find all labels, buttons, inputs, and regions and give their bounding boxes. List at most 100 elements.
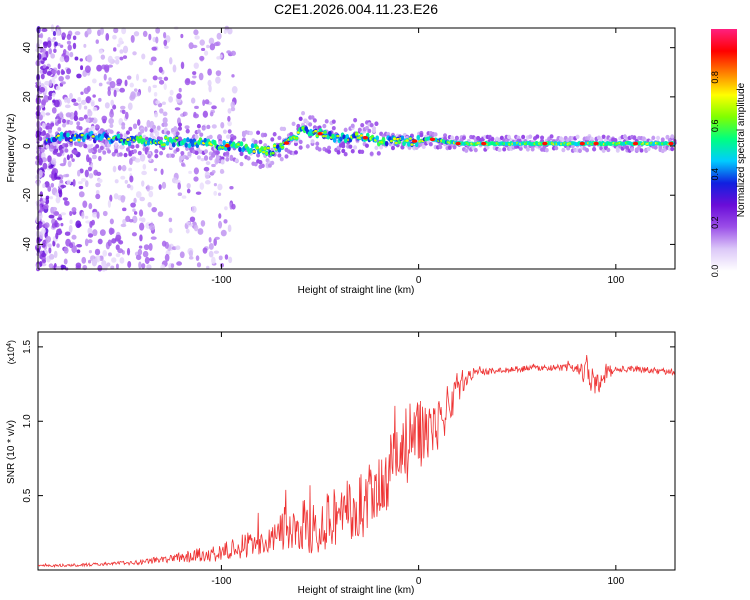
spectrogram-speck: [202, 99, 206, 107]
spectrogram-halo: [170, 153, 175, 158]
spectrogram-speck: [174, 107, 181, 111]
spectrogram-speck: [152, 84, 157, 89]
colorbar: 0.0 0.2 0.4 0.6 0.8 Normalized spectral ampl…: [710, 29, 747, 277]
spectrogram-speck: [231, 74, 235, 78]
spectrogram-halo: [106, 149, 111, 154]
spectrogram-speck: [202, 247, 208, 254]
spectrogram-speck: [97, 238, 103, 245]
spectrogram-halo: [260, 163, 265, 169]
spectrogram-ridge-cell: [63, 132, 67, 138]
spectrogram-ridge-core: [410, 143, 414, 146]
spectrogram-speck: [87, 227, 93, 235]
spectrogram-peak: [542, 141, 548, 146]
spectrogram-peak: [668, 141, 674, 146]
spectrogram-speck: [143, 244, 150, 251]
spectrogram-peak: [362, 135, 368, 140]
spectrogram-speck: [51, 69, 58, 75]
spectrogram-halo: [253, 161, 258, 167]
spectrogram-speck: [54, 211, 60, 216]
spectrogram-speck: [148, 33, 152, 41]
spectrogram-ridge-core: [162, 143, 166, 146]
spectrogram-speck: [119, 49, 124, 54]
spectrogram-speck: [64, 199, 68, 206]
spectrogram-speck: [102, 250, 108, 257]
spectrogram-speck: [197, 228, 204, 235]
spectrogram-ridge-cell: [66, 132, 70, 138]
spectrogram-speck: [163, 45, 169, 49]
spectrogram-speck: [78, 185, 84, 190]
spectrogram-speck: [55, 196, 61, 204]
spectrogram-halo: [85, 118, 90, 123]
spectrogram-speck: [119, 105, 126, 110]
spectrogram-speck: [160, 264, 166, 270]
spectrogram-speck: [71, 98, 77, 103]
snr-frame: [37, 331, 676, 571]
spectrogram-speck: [110, 265, 115, 270]
spectrogram-speck: [142, 250, 149, 258]
spectrogram-halo: [336, 150, 341, 155]
spectrogram-speck: [192, 71, 197, 76]
spectrogram-speck: [87, 239, 93, 244]
spectrogram-speck: [75, 262, 82, 268]
spectrogram-halo: [263, 143, 268, 148]
spectrogram-halo: [163, 127, 168, 132]
spectrogram-speck: [132, 208, 136, 212]
spectrogram-halo: [549, 134, 554, 139]
spectrogram-halo: [660, 137, 665, 142]
spectrogram-speck: [198, 72, 204, 81]
spectrogram-speck: [37, 39, 43, 45]
spectrogram-speck: [214, 236, 220, 240]
spectrogram-speck: [204, 180, 211, 185]
spectrogram-halo: [104, 139, 109, 145]
spectrogram-halo: [102, 118, 107, 124]
spectrogram-halo: [232, 135, 237, 140]
spectrogram-speck: [48, 253, 55, 260]
spectrogram-halo: [289, 132, 294, 137]
spectrogram-speck: [129, 185, 134, 191]
spectrogram-speck: [147, 85, 152, 93]
spectrogram-speck: [118, 37, 123, 46]
spectrogram-speck: [186, 188, 191, 194]
spectrogram-halo: [350, 123, 355, 129]
spectrogram-speck: [84, 180, 89, 188]
spectrogram-speck: [41, 28, 48, 33]
spectrogram-halo: [357, 127, 362, 132]
spectrogram-speck: [227, 224, 232, 233]
spectrogram-halo: [450, 135, 455, 140]
spectrogram-speck: [119, 257, 125, 264]
spectrogram-speck: [170, 263, 175, 268]
spectrogram-speck: [108, 227, 114, 235]
spectrogram-speck: [44, 197, 50, 205]
spectrogram-speck: [55, 85, 61, 91]
spectrogram-speck: [86, 97, 91, 104]
spectrogram-ridge-cell: [58, 136, 62, 142]
spectrogram-speck: [49, 196, 54, 200]
spectrogram-peak: [481, 141, 487, 146]
spectrogram-speck: [48, 165, 53, 169]
spectrogram-halo: [367, 128, 372, 134]
spectrogram-speck: [184, 125, 190, 130]
spectrogram-speck: [104, 102, 110, 109]
spectrogram-speck: [142, 163, 147, 170]
spectrogram-speck: [59, 111, 64, 118]
spectrogram-ridge-core: [252, 150, 256, 153]
spectrogram-speck: [208, 237, 212, 243]
spectrogram-halo: [521, 134, 526, 140]
spectrogram-speck: [50, 182, 55, 188]
spectrogram-speck: [65, 173, 70, 178]
spectrogram-speck: [91, 211, 98, 218]
spectrogram-ridge-cell: [400, 135, 405, 141]
spectrogram-speck: [53, 99, 60, 108]
spectrogram-speck: [92, 94, 96, 98]
spectrogram-halo: [154, 153, 159, 159]
spectrogram-speck: [146, 264, 152, 270]
spectrogram-speck: [107, 86, 111, 92]
spectrogram-halo: [369, 151, 374, 156]
spectrogram-speck: [136, 119, 141, 126]
spectrogram-speck: [126, 247, 131, 256]
spectrogram-speck: [168, 217, 173, 223]
spectrogram-speck: [124, 111, 129, 120]
spectrogram-halo: [400, 144, 405, 150]
spectrogram-peak: [579, 141, 585, 146]
spectrogram-halo: [433, 132, 438, 137]
